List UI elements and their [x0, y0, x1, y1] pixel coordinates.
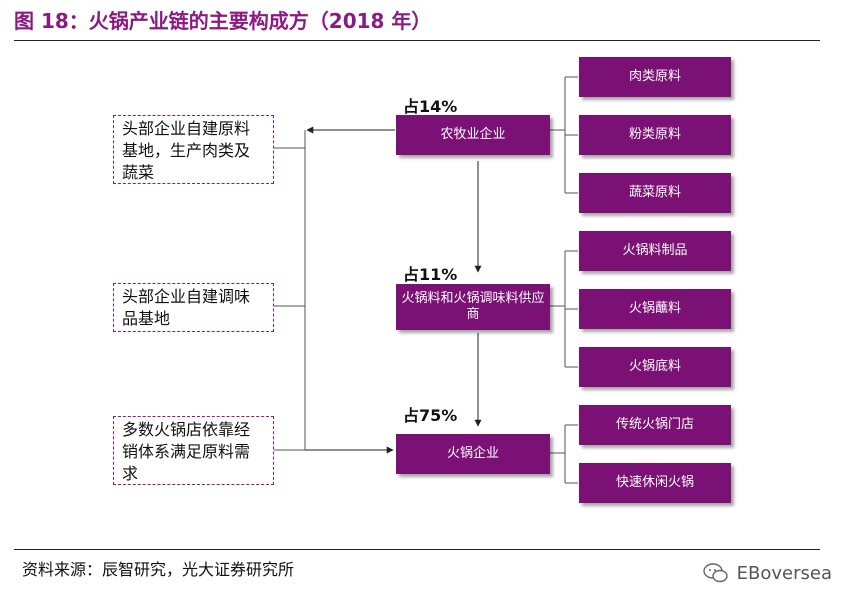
source-note: 资料来源：辰智研究，光大证券研究所 — [22, 560, 295, 579]
child-dipping-sauce: 火锅蘸料 — [579, 289, 731, 329]
wechat-icon — [702, 563, 728, 583]
top-rule — [14, 40, 820, 41]
watermark: EBoversea — [702, 562, 832, 584]
stage-agri-enterprise: 农牧业企业 — [396, 115, 550, 155]
child-hotpot-products: 火锅料制品 — [579, 231, 731, 271]
note-seasoning-base: 头部企业自建调味品基地 — [113, 283, 274, 332]
stage-hotpot-enterprise: 火锅企业 — [396, 434, 550, 474]
stage-supplier: 火锅料和火锅调味料供应商 — [396, 284, 550, 330]
share-agri: 占14% — [403, 97, 458, 116]
child-fast-casual: 快速休闲火锅 — [579, 463, 731, 503]
child-soup-base: 火锅底料 — [579, 347, 731, 387]
share-supplier: 占11% — [403, 265, 458, 284]
child-flour: 粉类原料 — [579, 115, 731, 155]
child-meat: 肉类原料 — [579, 57, 731, 97]
share-restaurant: 占75% — [403, 406, 458, 425]
child-vegetable: 蔬菜原料 — [579, 173, 731, 213]
note-farm-base: 头部企业自建原料基地，生产肉类及蔬菜 — [113, 115, 274, 184]
figure-title: 图 18：火锅产业链的主要构成方（2018 年） — [14, 9, 432, 33]
child-traditional-store: 传统火锅门店 — [579, 405, 731, 445]
note-store-supply: 多数火锅店依靠经销体系满足原料需求 — [113, 416, 274, 485]
bottom-rule — [14, 549, 820, 550]
watermark-text: EBoversea — [736, 562, 832, 584]
